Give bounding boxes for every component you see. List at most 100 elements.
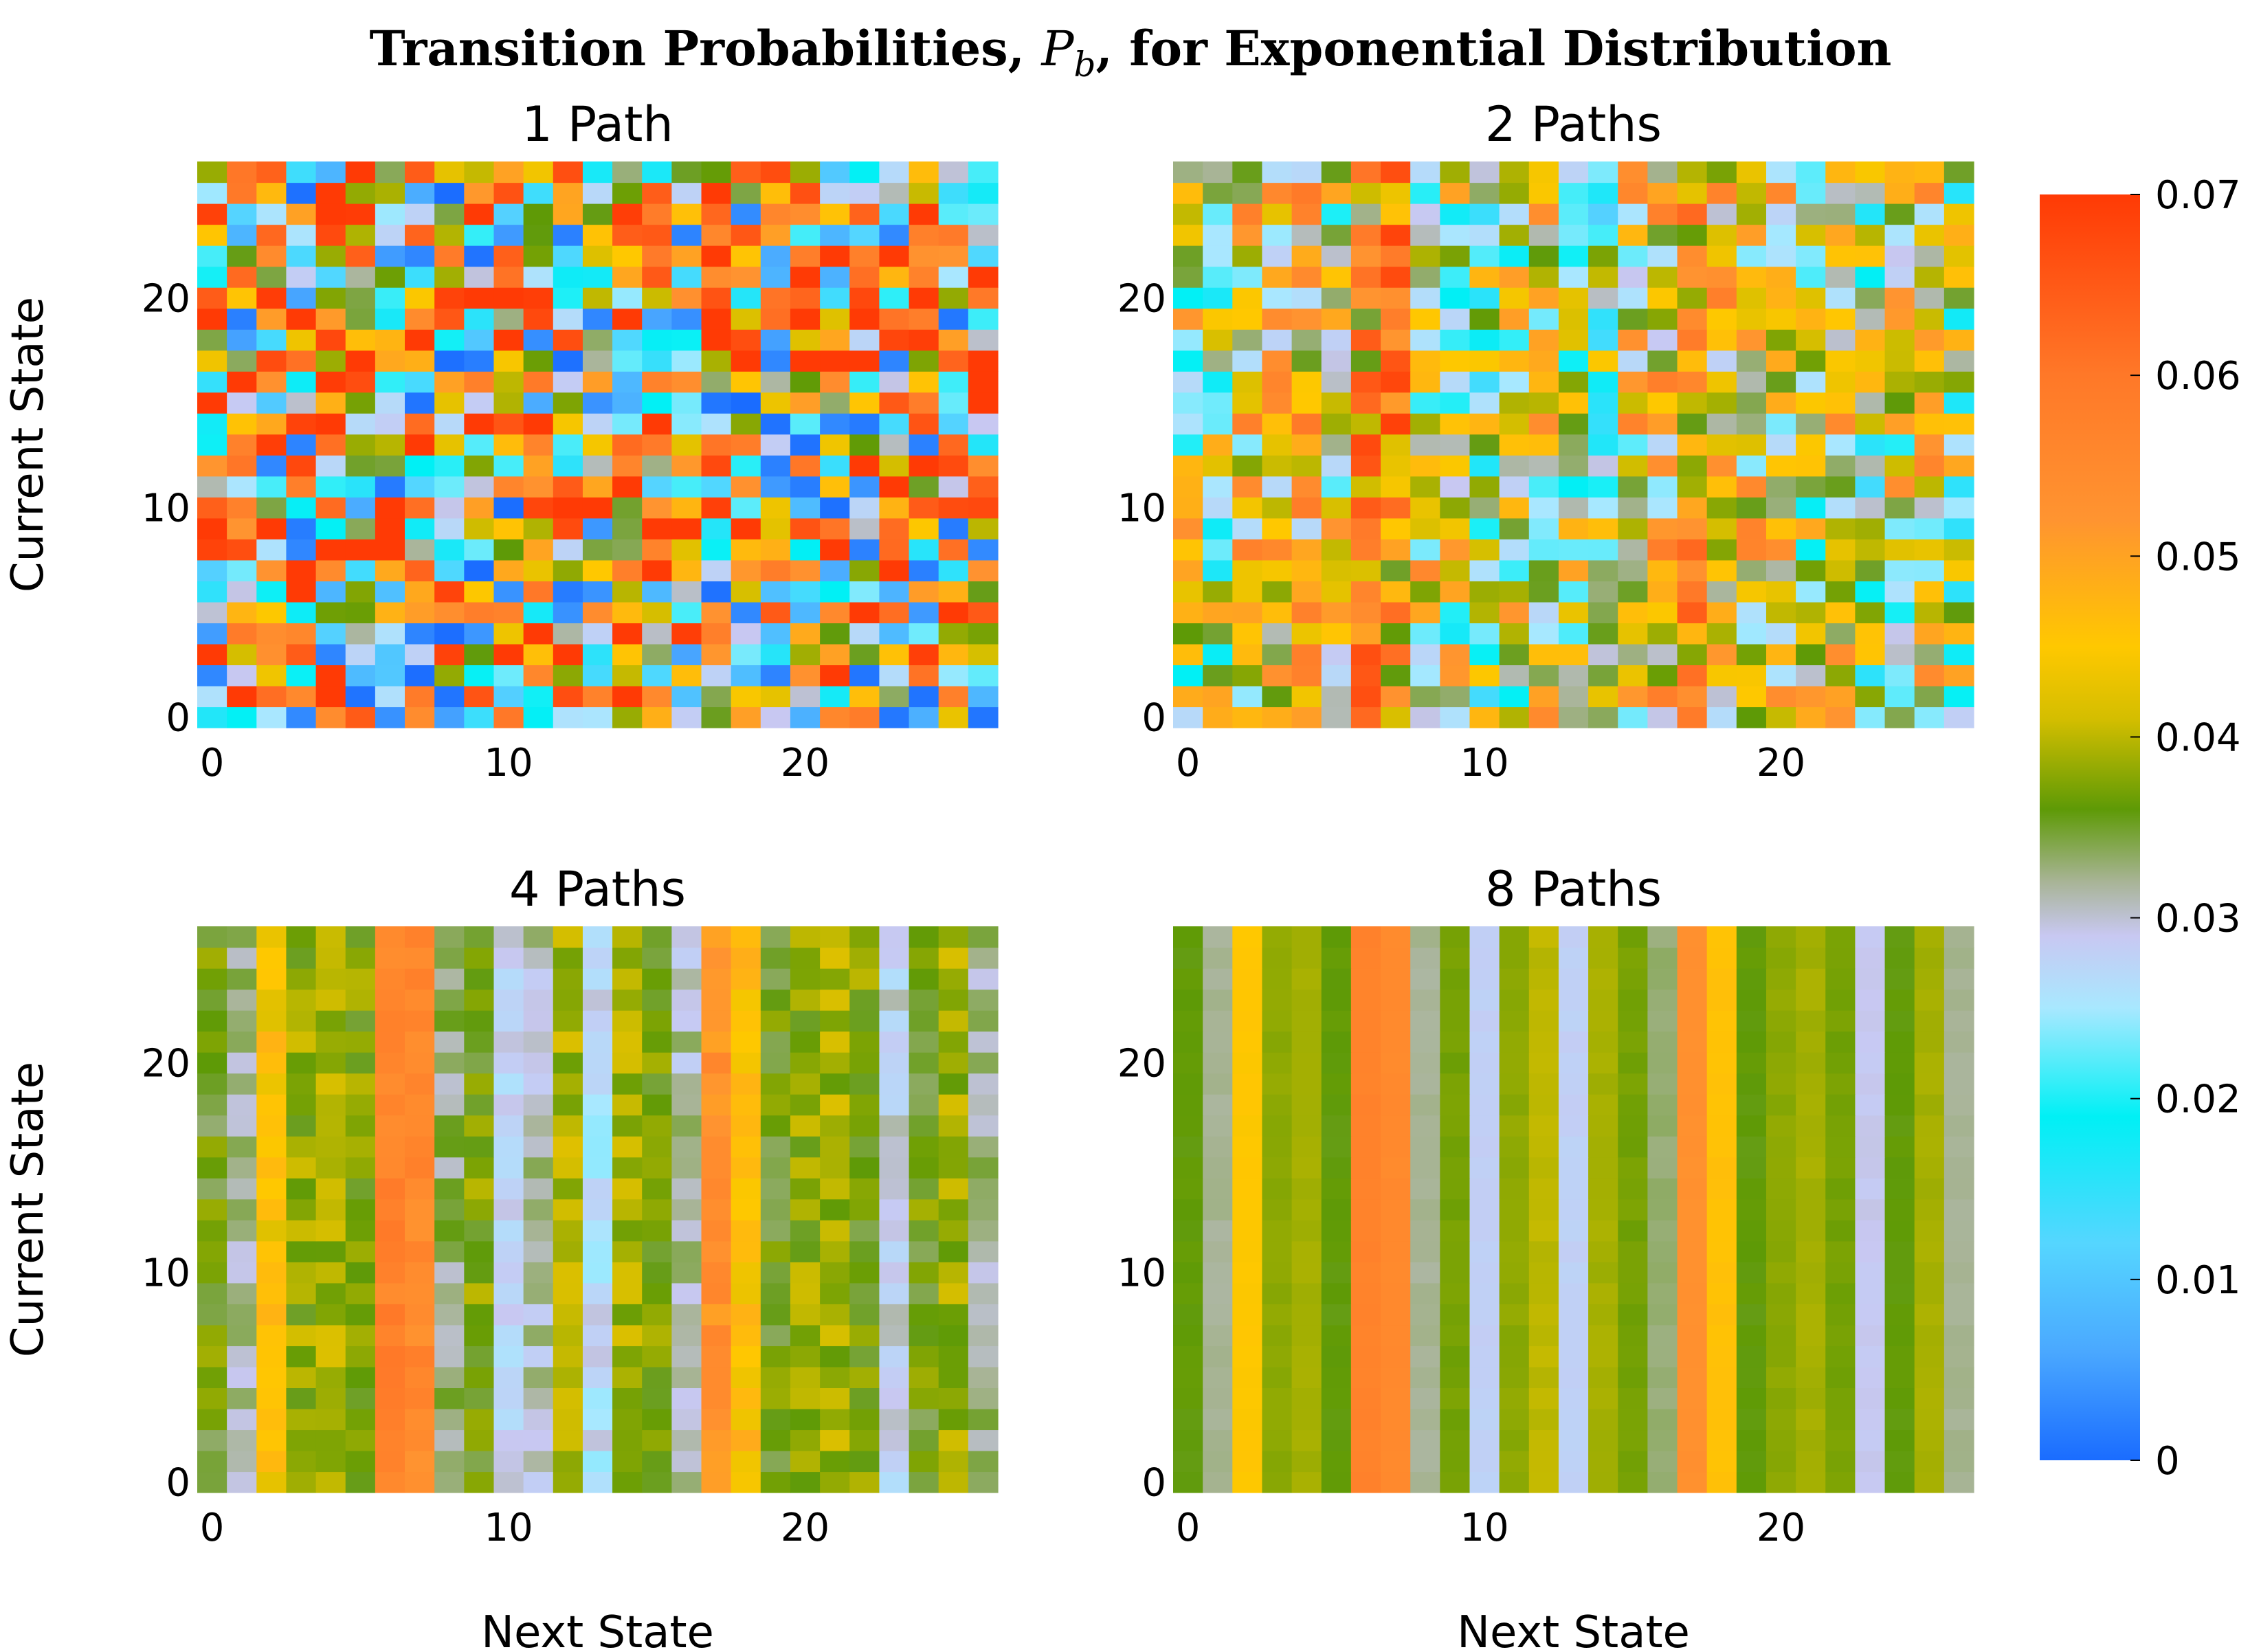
heatmap-cell <box>671 413 702 435</box>
heatmap-cell <box>464 1136 495 1158</box>
heatmap-cell <box>405 1010 435 1032</box>
heatmap-cell <box>345 559 376 581</box>
heatmap-cell <box>968 1073 999 1095</box>
heatmap-cell <box>315 371 346 393</box>
heatmap-cell <box>493 989 524 1011</box>
heatmap-cell <box>938 497 969 519</box>
heatmap-cell <box>434 1304 465 1326</box>
heatmap-cell <box>1203 392 1233 414</box>
heatmap-cell <box>968 1304 999 1326</box>
heatmap-cell <box>553 968 583 990</box>
heatmap-cell <box>1203 706 1233 728</box>
heatmap-cell <box>227 643 257 666</box>
heatmap-cell <box>1321 1094 1352 1116</box>
heatmap-cell <box>582 455 613 477</box>
heatmap-cell <box>1706 308 1737 330</box>
heatmap-cell <box>1321 665 1352 687</box>
heatmap-cell <box>1232 601 1263 624</box>
heatmap-cell <box>879 1240 910 1262</box>
heatmap-cell <box>1825 706 1856 728</box>
heatmap-cell <box>1499 497 1530 519</box>
heatmap-cell <box>345 1346 376 1368</box>
heatmap-cell <box>1647 1115 1678 1137</box>
heatmap-cell <box>879 161 910 183</box>
heatmap-cell <box>493 1198 524 1220</box>
heatmap-cell <box>582 350 613 372</box>
x-tick-label: 0 <box>200 1506 225 1550</box>
heatmap-cell <box>375 455 405 477</box>
heatmap-cell <box>849 1366 880 1389</box>
heatmap-cell <box>760 1366 791 1389</box>
heatmap-cell <box>345 1220 376 1242</box>
heatmap-cell <box>523 1346 554 1368</box>
heatmap-cell <box>612 350 643 372</box>
heatmap-cell <box>849 1073 880 1095</box>
heatmap-cell <box>760 1220 791 1242</box>
heatmap-cell <box>1499 1324 1530 1346</box>
heatmap-cell <box>582 182 613 204</box>
heatmap-cell <box>1677 161 1708 183</box>
heatmap-cell <box>820 1304 850 1326</box>
heatmap-cell <box>1588 266 1618 288</box>
heatmap-cell <box>1350 643 1381 666</box>
heatmap-cell <box>701 329 732 351</box>
heatmap-cell <box>731 1387 761 1409</box>
heatmap-cell <box>701 1324 732 1346</box>
heatmap-cell <box>1796 1115 1826 1137</box>
heatmap-cell <box>286 1471 317 1493</box>
heatmap-cell <box>256 371 287 393</box>
heatmap-cell <box>434 685 465 708</box>
panel-title: 1 Path <box>522 96 673 153</box>
heatmap-cell <box>523 665 554 687</box>
heatmap-cell <box>1884 665 1915 687</box>
heatmap-cell <box>197 1220 227 1242</box>
heatmap-cell <box>1943 266 1974 288</box>
heatmap-cell <box>731 1052 761 1074</box>
heatmap-cell <box>1173 1282 1203 1304</box>
heatmap-cell <box>345 350 376 372</box>
heatmap-cell <box>1884 581 1915 603</box>
heatmap-cell <box>938 947 969 969</box>
heatmap-cell <box>1440 706 1471 728</box>
heatmap-cell <box>1410 1304 1440 1326</box>
x-tick-label: 0 <box>200 741 225 785</box>
heatmap-cell <box>1232 476 1263 498</box>
heatmap-cell <box>493 1115 524 1137</box>
heatmap-cell <box>1736 1115 1767 1137</box>
heatmap-cell <box>701 287 732 309</box>
heatmap-cell <box>1677 559 1708 581</box>
heatmap-cell <box>1884 1240 1915 1262</box>
heatmap-cell <box>1588 224 1618 246</box>
heatmap-cell <box>701 455 732 477</box>
heatmap-cell <box>612 245 643 267</box>
heatmap-cell <box>1766 245 1796 267</box>
heatmap-cell <box>671 1366 702 1389</box>
heatmap-cell <box>1440 1366 1471 1389</box>
heatmap-cell <box>1410 1282 1440 1304</box>
heatmap-cell <box>938 581 969 603</box>
heatmap-cell <box>405 1262 435 1284</box>
heatmap-cell <box>197 434 227 456</box>
heatmap-cell <box>1943 968 1974 990</box>
heatmap-cell <box>790 968 821 990</box>
heatmap-cell <box>849 1094 880 1116</box>
heatmap-cell <box>1884 350 1915 372</box>
heatmap-cell <box>1647 497 1678 519</box>
heatmap-cell <box>1321 308 1352 330</box>
heatmap-cell <box>1677 517 1708 539</box>
heatmap-cell <box>1736 1262 1767 1284</box>
heatmap-cell <box>671 685 702 708</box>
heatmap-cell <box>1469 1240 1500 1262</box>
heatmap-cell <box>1262 968 1293 990</box>
heatmap-cell <box>642 643 672 666</box>
heatmap-cell <box>701 947 732 969</box>
heatmap-cell <box>1528 1471 1559 1493</box>
heatmap-cell <box>256 947 287 969</box>
heatmap-cell <box>582 434 613 456</box>
heatmap-cell <box>227 203 257 225</box>
heatmap-cell <box>1796 1240 1826 1262</box>
heatmap-cell <box>553 989 583 1011</box>
heatmap-cell <box>671 1136 702 1158</box>
heatmap-cell <box>731 1136 761 1158</box>
heatmap-cell <box>909 1010 939 1032</box>
